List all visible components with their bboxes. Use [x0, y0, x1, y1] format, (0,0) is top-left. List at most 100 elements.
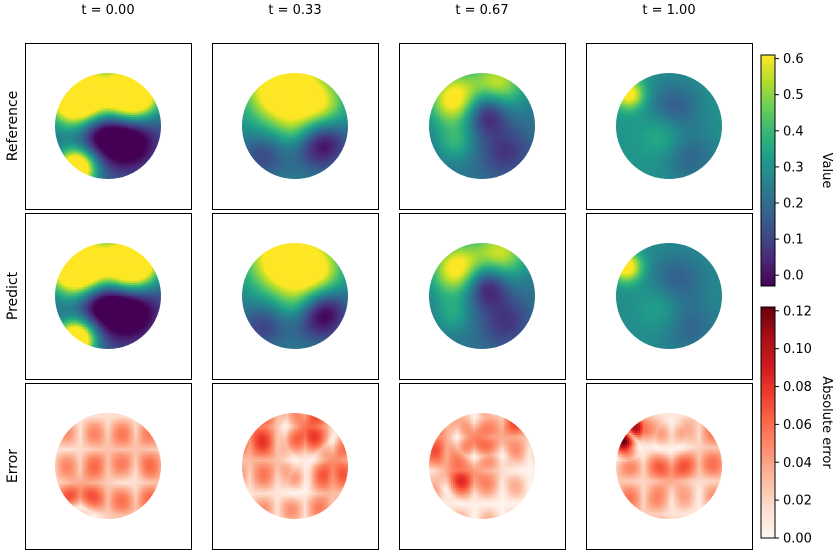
heatmap-cell: [72, 337, 76, 341]
heatmap-cell: [70, 130, 74, 134]
heatmap-cell: [116, 99, 120, 103]
heatmap-cell: [156, 132, 160, 136]
heatmap-cell: [154, 291, 158, 295]
heatmap-cell: [92, 514, 96, 518]
heatmap-cell: [85, 77, 89, 81]
heatmap-cell: [105, 143, 109, 147]
heatmap-cell: [77, 435, 80, 438]
heatmap-cell: [77, 276, 80, 279]
heatmap-cell: [116, 324, 120, 328]
heatmap-cell: [72, 110, 76, 114]
heatmap-cell: [136, 315, 140, 319]
heatmap-cell: [152, 302, 155, 306]
column-title: t = 0.00: [81, 3, 134, 18]
heatmap-cell: [143, 156, 147, 160]
heatmap-cell: [123, 249, 127, 253]
heatmap-cell: [145, 134, 149, 138]
heatmap-cell: [147, 265, 151, 268]
heatmap-cell: [59, 287, 63, 290]
heatmap-disk: [55, 243, 161, 349]
heatmap-cell: [63, 121, 67, 125]
heatmap-cell: [66, 123, 69, 127]
heatmap-cell: [94, 309, 98, 313]
heatmap-cell: [68, 309, 72, 313]
heatmap-cell: [103, 304, 107, 308]
heatmap-cell: [149, 320, 153, 324]
heatmap-cell: [66, 481, 69, 485]
heatmap-cell: [92, 174, 96, 178]
heatmap-cell: [145, 161, 149, 165]
heatmap-cell: [63, 296, 67, 299]
heatmap-cell: [77, 108, 80, 112]
heatmap-cell: [83, 512, 87, 516]
heatmap-cell: [143, 296, 147, 299]
heatmap-cell: [101, 273, 105, 277]
heatmap-cell: [74, 331, 78, 335]
heatmap-cell: [92, 141, 96, 145]
heatmap-cell: [85, 507, 89, 511]
heatmap-cell: [79, 318, 83, 321]
heatmap-cell: [103, 92, 107, 96]
heatmap-cell: [72, 134, 76, 138]
heatmap-cell: [156, 119, 160, 123]
heatmap-cell: [85, 441, 89, 445]
heatmap-cell: [77, 454, 80, 458]
heatmap-cell: [105, 247, 109, 251]
heatmap-cell: [83, 337, 87, 341]
heatmap-cell: [90, 258, 94, 262]
heatmap-cell: [88, 293, 91, 297]
heatmap-cell: [90, 492, 94, 496]
heatmap-cell: [72, 426, 76, 430]
heatmap-cell: [94, 247, 98, 251]
heatmap-cell: [63, 143, 67, 147]
heatmap-cell: [74, 452, 78, 456]
heatmap-cell: [152, 101, 155, 105]
heatmap-cell: [123, 163, 127, 167]
heatmap-cell: [66, 311, 69, 315]
heatmap-cell: [108, 512, 111, 516]
heatmap-cell: [99, 271, 102, 275]
heatmap-cell: [136, 289, 140, 293]
heatmap-cell: [138, 284, 142, 288]
heatmap-cell: [136, 318, 140, 321]
heatmap-cell: [156, 309, 160, 313]
heatmap-cell: [121, 291, 125, 295]
heatmap-cell: [123, 73, 127, 76]
heatmap-cell: [63, 300, 67, 304]
heatmap-cell: [83, 137, 87, 140]
heatmap-cell: [125, 247, 129, 251]
heatmap-cell: [105, 472, 109, 476]
heatmap-cell: [90, 126, 94, 129]
heatmap-cell: [61, 481, 65, 485]
heatmap-cell: [68, 492, 72, 496]
heatmap-cell: [147, 296, 151, 299]
heatmap-cell: [105, 293, 109, 297]
heatmap-cell: [99, 459, 102, 463]
heatmap-cell: [132, 81, 136, 85]
heatmap-cell: [85, 148, 89, 151]
heatmap-cell: [110, 262, 114, 266]
heatmap-cell: [90, 86, 94, 90]
heatmap-cell: [134, 126, 138, 129]
heatmap-cell: [70, 117, 74, 120]
heatmap-cell: [88, 141, 91, 145]
heatmap-cell: [79, 443, 83, 447]
heatmap-cell: [138, 331, 142, 335]
heatmap-cell: [110, 284, 114, 288]
heatmap-cell: [121, 139, 125, 143]
heatmap-cell: [103, 424, 107, 427]
heatmap-cell: [70, 432, 74, 436]
heatmap-cell: [136, 84, 140, 87]
heatmap-cell: [110, 496, 114, 500]
heatmap-cell: [68, 114, 72, 118]
heatmap-cell: [81, 265, 85, 268]
heatmap-cell: [134, 329, 138, 332]
heatmap-cell: [103, 496, 107, 500]
heatmap-cell: [134, 119, 138, 123]
heatmap-cell: [83, 121, 87, 125]
heatmap-cell: [110, 159, 114, 162]
heatmap-cell: [101, 302, 105, 306]
heatmap-cell: [74, 501, 78, 505]
heatmap-cell: [145, 276, 149, 279]
heatmap-cell: [136, 333, 140, 337]
